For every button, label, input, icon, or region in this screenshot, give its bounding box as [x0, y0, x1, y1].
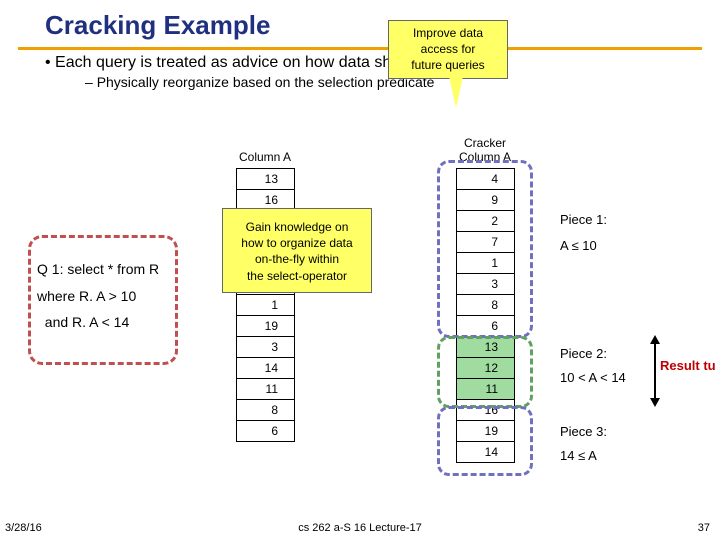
footer-page: 37 [698, 522, 710, 534]
cracker-cell: 9 [457, 190, 515, 211]
callout-mid-l1: Gain knowledge on [229, 219, 365, 235]
piece3-title: Piece 3: [560, 422, 607, 442]
callout-top-l1: Improve data [395, 25, 501, 41]
colA-cell: 3 [237, 337, 295, 358]
query-line3: and R. A < 14 [37, 309, 169, 336]
cracker-label1: Cracker [450, 136, 520, 150]
cracker-cell: 4 [457, 169, 515, 190]
piece1-label: Piece 1: A ≤ 10 [560, 210, 607, 255]
callout-mid-l4: the select-operator [229, 268, 365, 284]
piece3-cond: 14 ≤ A [560, 446, 607, 466]
cracker-cell: 14 [457, 442, 515, 463]
result-label: Result tu [660, 358, 716, 373]
callout-top: Improve data access for future queries [388, 20, 508, 79]
colA-cell: 14 [237, 358, 295, 379]
cracker-cell: 11 [457, 379, 515, 400]
cracker-table: 4 9 2 7 1 3 8 6 13 12 11 16 19 14 [456, 168, 515, 463]
cracker-cell: 16 [457, 400, 515, 421]
cracker-cell: 1 [457, 253, 515, 274]
piece3-label: Piece 3: 14 ≤ A [560, 422, 607, 465]
colA-cell: 8 [237, 400, 295, 421]
callout-mid-l3: on-the-fly within [229, 251, 365, 267]
slide-title: Cracking Example [0, 0, 720, 41]
bullet-sub: Physically reorganize based on the selec… [0, 72, 720, 90]
cracker-cell: 3 [457, 274, 515, 295]
query-box: Q 1: select * from R where R. A > 10 and… [28, 235, 178, 365]
colA-cell: 11 [237, 379, 295, 400]
bullet-main: Each query is treated as advice on how d… [0, 50, 720, 72]
cracker-cell: 6 [457, 316, 515, 337]
colA-cell: 1 [237, 295, 295, 316]
colA-cell: 13 [237, 169, 295, 190]
diagram-area: Q 1: select * from R where R. A > 10 and… [0, 130, 720, 510]
callout-mid-l2: how to organize data [229, 235, 365, 251]
cracker-cell: 8 [457, 295, 515, 316]
callout-top-l2: access for [395, 41, 501, 57]
piece2-title: Piece 2: [560, 344, 626, 364]
piece2-cond: 10 < A < 14 [560, 368, 626, 388]
cracker-label2: Column A [450, 150, 520, 164]
query-line2: where R. A > 10 [37, 283, 169, 310]
piece1-title: Piece 1: [560, 210, 607, 230]
query-line1: Q 1: select * from R [37, 256, 169, 283]
cracker-cell: 2 [457, 211, 515, 232]
column-a-label: Column A [230, 150, 300, 164]
cracker-cell: 12 [457, 358, 515, 379]
cracker-cell: 7 [457, 232, 515, 253]
footer-lecture: cs 262 a-S 16 Lecture-17 [0, 522, 720, 534]
callout-mid: Gain knowledge on how to organize data o… [222, 208, 372, 293]
cracker-cell: 13 [457, 337, 515, 358]
colA-cell: 6 [237, 421, 295, 442]
cracker-cell: 19 [457, 421, 515, 442]
result-arrow [648, 335, 662, 407]
piece1-cond: A ≤ 10 [560, 236, 607, 256]
piece2-label: Piece 2: 10 < A < 14 [560, 344, 626, 387]
callout-top-tail [448, 72, 464, 108]
colA-cell: 19 [237, 316, 295, 337]
